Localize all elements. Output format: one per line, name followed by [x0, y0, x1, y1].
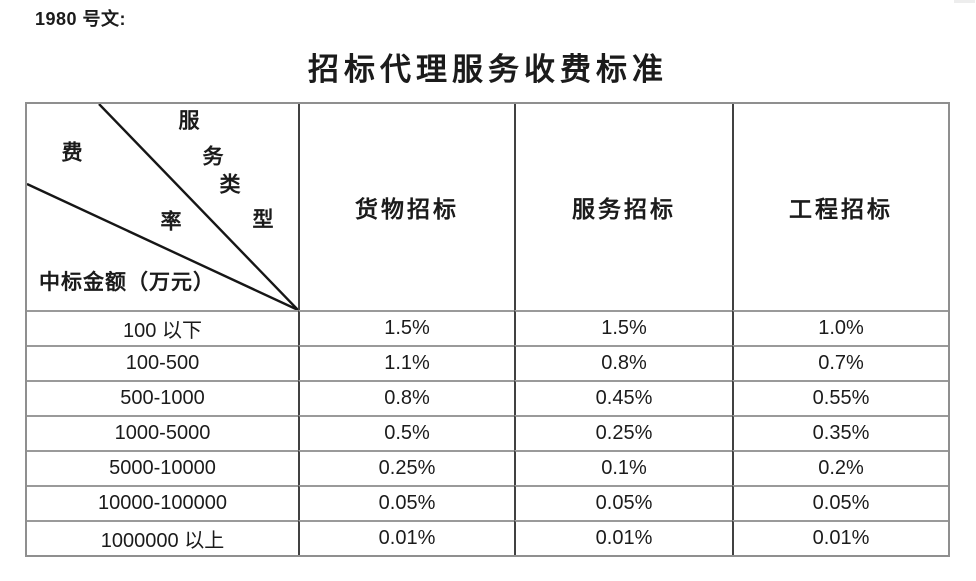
page-title: 招标代理服务收费标准: [308, 52, 668, 88]
column-header-service-bidding: 服务招标: [514, 104, 732, 310]
row-label-amount-range: 500-1000: [27, 380, 298, 415]
rate-cell-goods: 0.5%: [298, 415, 514, 450]
rate-cell-engineering: 0.2%: [732, 450, 948, 485]
corner-fee-rate-char: 费: [61, 139, 83, 165]
rate-cell-goods: 0.25%: [298, 450, 514, 485]
rate-cell-goods: 0.8%: [298, 380, 514, 415]
rate-cell-service: 0.01%: [514, 520, 732, 555]
rate-cell-goods: 1.1%: [298, 345, 514, 380]
row-label-amount-range: 1000-5000: [27, 415, 298, 450]
corner-service-type-char: 类: [219, 171, 241, 197]
doc-number: 1980 号文:: [35, 9, 127, 29]
row-label-amount-range: 1000000 以上: [27, 520, 298, 555]
page-edge-artifact: [954, 0, 975, 3]
rate-cell-goods: 0.01%: [298, 520, 514, 555]
rate-cell-goods: 0.05%: [298, 485, 514, 520]
row-label-amount-range: 5000-10000: [27, 450, 298, 485]
corner-fee-rate-char: 率: [160, 208, 182, 234]
rate-cell-engineering: 0.05%: [732, 485, 948, 520]
rate-cell-service: 0.1%: [514, 450, 732, 485]
rate-cell-service: 0.45%: [514, 380, 732, 415]
row-label-amount-range: 100-500: [27, 345, 298, 380]
rate-cell-engineering: 1.0%: [732, 310, 948, 345]
corner-service-type-char: 服: [178, 107, 200, 133]
rate-cell-engineering: 0.55%: [732, 380, 948, 415]
rate-cell-service: 0.25%: [514, 415, 732, 450]
row-label-amount-range: 10000-100000: [27, 485, 298, 520]
column-header-engineering-bidding: 工程招标: [732, 104, 948, 310]
corner-service-type-char: 务: [202, 143, 224, 169]
column-header-goods-bidding: 货物招标: [298, 104, 514, 310]
fee-table: 服 务 类 型 费 率 中标金额（万元） 货物招标 服务招标 工程招标 100 …: [25, 102, 950, 557]
corner-service-type-char: 型: [252, 206, 274, 232]
rate-cell-engineering: 0.35%: [732, 415, 948, 450]
rate-cell-goods: 1.5%: [298, 310, 514, 345]
rate-cell-engineering: 0.7%: [732, 345, 948, 380]
diagonal-split-lines: [27, 104, 298, 310]
table-corner-cell: 服 务 类 型 费 率 中标金额（万元）: [27, 104, 298, 310]
rate-cell-service: 1.5%: [514, 310, 732, 345]
row-label-amount-range: 100 以下: [27, 310, 298, 345]
rate-cell-service: 0.8%: [514, 345, 732, 380]
rate-cell-service: 0.05%: [514, 485, 732, 520]
rate-cell-engineering: 0.01%: [732, 520, 948, 555]
corner-amount-axis-label: 中标金额（万元）: [39, 269, 215, 294]
